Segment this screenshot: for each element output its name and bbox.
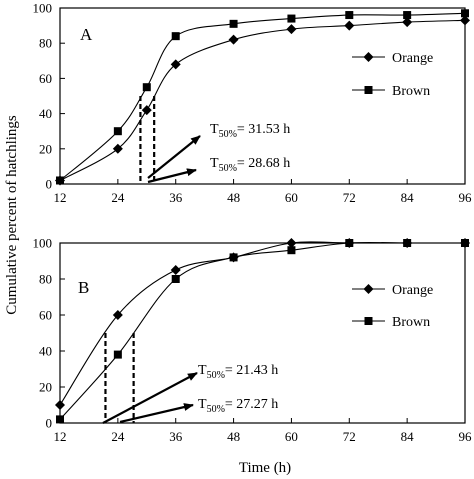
panel-b-y-tick-label: 20	[39, 380, 52, 395]
panel-b-chart: 12 24 36 48 60 72 84 96 0 20 40 60 80 100 B Orange Brown…	[33, 236, 473, 445]
panel-b-series-brown-point	[229, 253, 238, 262]
panel-a-series-orange-point	[344, 20, 355, 31]
panel-b-legend-brown-marker	[364, 317, 373, 325]
panel-b-series-brown-line	[59, 241, 465, 420]
panel-b-x-tick-label: 36	[169, 429, 183, 444]
panel-a-plot-frame	[59, 7, 466, 185]
panel-a-series-brown-point	[461, 9, 469, 18]
panel-a-x-tick-label: 24	[111, 190, 125, 205]
panel-b-plot-frame	[59, 242, 466, 424]
panel-b-series-brown-point	[403, 239, 412, 247]
panel-a-series-brown-point	[56, 176, 64, 185]
panel-a-t50-label: T50%= 28.68 h	[210, 156, 290, 174]
panel-b-y-tick-label: 60	[39, 308, 52, 323]
panel-a-y-tick-label: 60	[39, 71, 52, 86]
panel-a-chart: 12 24 36 48 60 72 84 96 0 20 40 60 80 100 A Orange Brown…	[33, 1, 473, 206]
panel-a-series-orange-point	[460, 15, 470, 26]
panel-a-legend-orange-marker	[363, 52, 374, 62]
panel-b-y-tick-label: 100	[33, 236, 53, 251]
panel-a-t50-arrow	[147, 135, 201, 179]
panel-b-x-tick-label: 24	[111, 429, 125, 444]
panel-a-series-brown-point	[287, 14, 296, 23]
panel-a-series-orange-point	[170, 59, 181, 70]
panel-b-y-tick-label: 40	[39, 344, 52, 359]
panel-b-series-brown-point	[56, 415, 64, 424]
panel-a-x-tick-label: 96	[459, 190, 473, 205]
panel-b-series-brown-point	[287, 246, 296, 255]
panel-a-y-tick-label: 0	[46, 177, 53, 192]
panel-a-x-tick-label: 12	[54, 190, 67, 205]
panel-b-x-tick-label: 48	[227, 429, 240, 444]
panel-a-series-brown-point	[171, 32, 180, 41]
panel-a-x-tick-label: 60	[285, 190, 298, 205]
panel-b-x-tick-label: 12	[54, 429, 67, 444]
panel-a-legend-brown-marker	[364, 86, 373, 94]
panel-a-x-tick-label: 72	[343, 190, 356, 205]
panel-b-x-tick-label: 84	[401, 429, 415, 444]
panel-b-legend-brown-label: Brown	[392, 315, 430, 330]
panel-a-t50-arrow	[147, 168, 197, 184]
panel-a-y-tick-label: 40	[39, 106, 52, 121]
panel-a-series-brown-point	[403, 11, 412, 20]
panel-a-series-brown-point	[345, 11, 354, 20]
panel-b-series-brown-point	[461, 239, 469, 247]
panel-a-letter: A	[80, 25, 93, 44]
panel-b-series-orange-point	[112, 310, 123, 320]
panel-a-legend-orange-label: Orange	[392, 51, 433, 66]
panel-b-legend-orange-label: Orange	[392, 283, 433, 298]
panel-a-series-brown-point	[113, 127, 122, 136]
panel-a-series-orange-point	[402, 17, 413, 28]
panel-a-series-brown-point	[229, 19, 238, 28]
panel-b-y-tick-label: 80	[39, 272, 52, 287]
panel-a-series-orange-point	[286, 24, 297, 35]
panel-a-t50-label: T50%= 31.53 h	[210, 122, 290, 140]
panel-b-series-brown-point	[113, 350, 122, 359]
panel-a-y-tick-label: 80	[39, 36, 52, 51]
panel-b-series-brown-point	[345, 239, 354, 247]
panel-b-series-brown-point	[171, 275, 180, 283]
panel-b-x-tick-label: 60	[285, 429, 298, 444]
panel-b-t50-label: T50%= 27.27 h	[198, 397, 278, 415]
panel-b-t50-arrow	[102, 372, 198, 424]
panel-a-series-brown-point	[142, 83, 151, 92]
panel-a-x-tick-label: 36	[169, 190, 183, 205]
panel-b-letter: B	[78, 278, 89, 297]
panel-b-x-tick-label: 96	[459, 429, 473, 444]
panel-a-x-tick-label: 48	[227, 190, 240, 205]
x-axis-title: Time (h)	[239, 460, 291, 476]
panel-a-legend-brown-label: Brown	[392, 84, 430, 99]
panel-a-series-orange-point	[228, 34, 239, 45]
panel-b-series-orange-point	[286, 238, 297, 248]
panel-a-y-tick-label: 100	[33, 1, 53, 16]
panel-a-series-orange-point	[141, 105, 152, 116]
panel-b-series-orange-point	[170, 265, 181, 275]
panel-b-x-tick-label: 72	[343, 429, 356, 444]
panel-b-t50-label: T50%= 21.43 h	[198, 363, 278, 381]
panel-b-series-orange-point	[55, 400, 65, 410]
panel-b-t50-arrow	[119, 403, 194, 424]
panel-a-series-orange-point	[112, 143, 123, 154]
panel-b-y-tick-label: 0	[46, 416, 53, 431]
panel-a-x-tick-label: 84	[401, 190, 415, 205]
y-axis-title: Cumulative percent of hatchlings	[4, 115, 20, 315]
panel-a-y-tick-label: 20	[39, 141, 52, 156]
panel-b-legend-orange-marker	[363, 284, 374, 294]
